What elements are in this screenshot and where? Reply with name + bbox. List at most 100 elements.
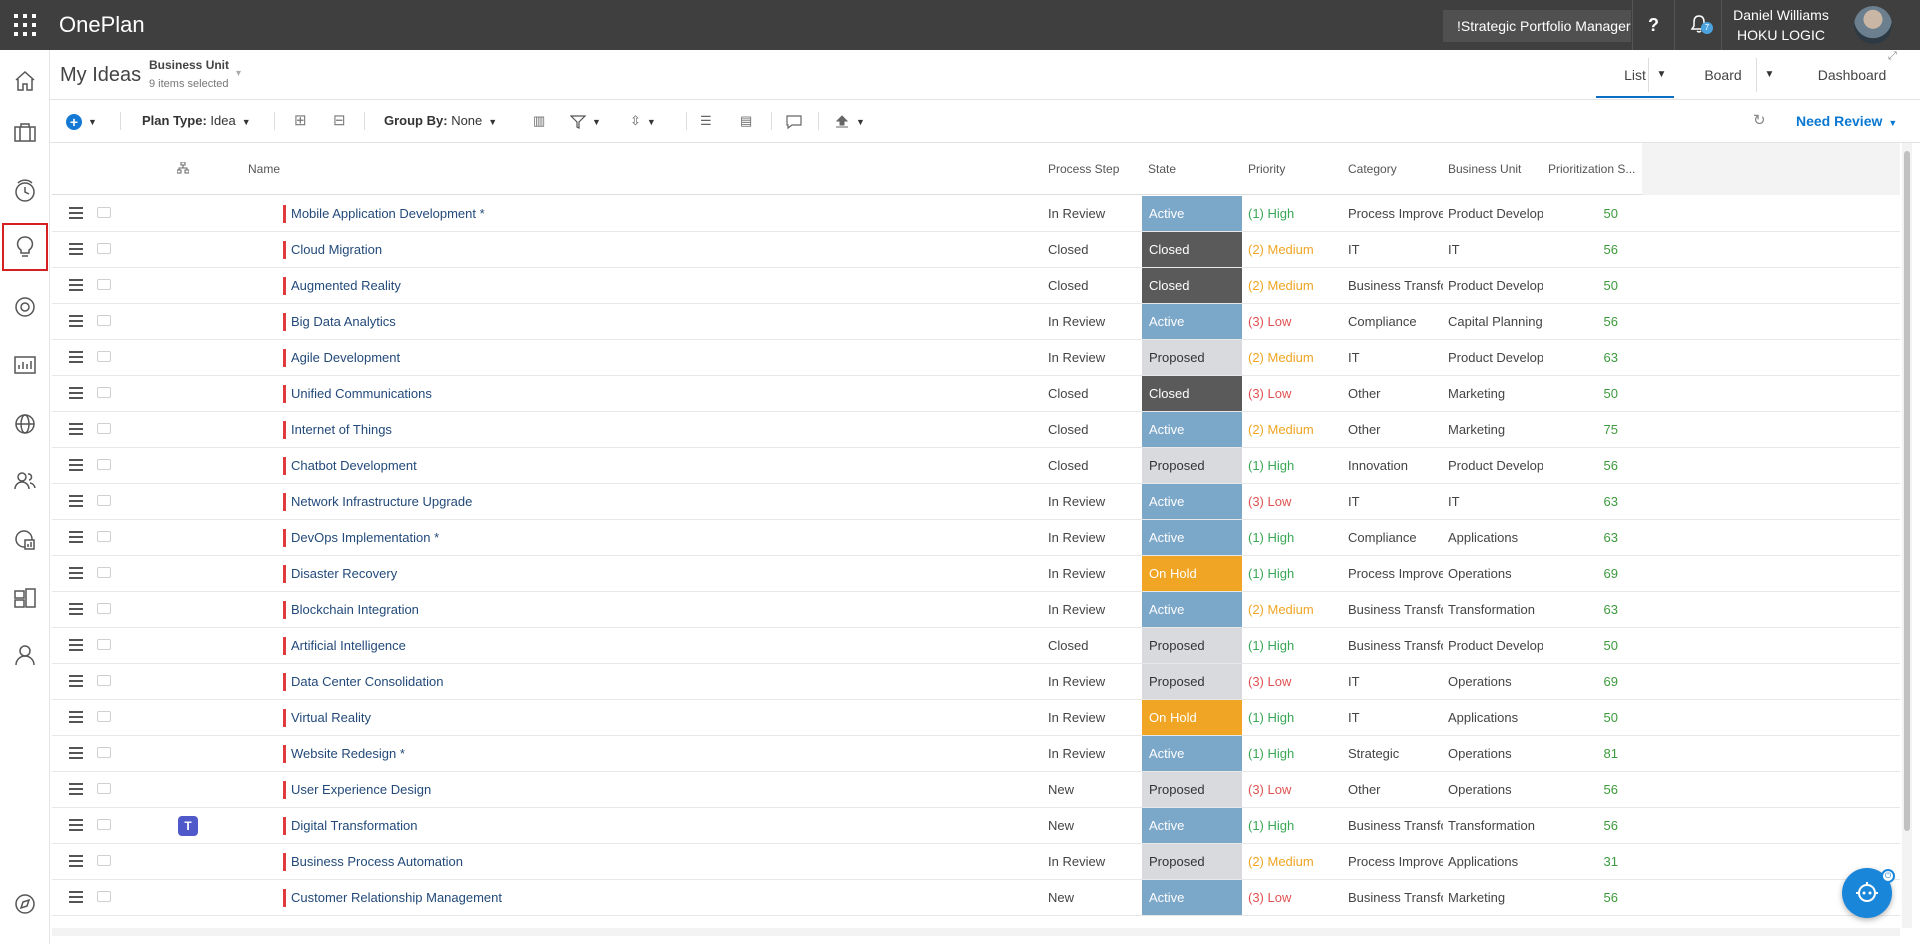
table-row[interactable]: Chatbot Development Closed Proposed (1) Hig…: [52, 448, 1900, 484]
idea-name-link[interactable]: DevOps Implementation *: [283, 520, 1083, 555]
power-icon[interactable]: ⏻: [1881, 869, 1895, 883]
row-menu-icon[interactable]: [69, 639, 83, 651]
nav-ideas[interactable]: [2, 223, 48, 271]
table-row[interactable]: T Digital Transformation New Active (1) High…: [52, 808, 1900, 844]
idea-name-link[interactable]: Big Data Analytics: [283, 304, 1083, 339]
idea-name-link[interactable]: Disaster Recovery: [283, 556, 1083, 591]
row-comment-icon[interactable]: [97, 603, 111, 614]
row-height-button[interactable]: ⇳ ▼: [630, 113, 656, 128]
table-row[interactable]: Business Process Automation In Review Prop…: [52, 844, 1900, 880]
row-comment-icon[interactable]: [97, 423, 111, 434]
notifications-button[interactable]: 7: [1674, 0, 1722, 50]
column-header-process[interactable]: Process Step: [1048, 162, 1120, 176]
hierarchy-icon[interactable]: [176, 161, 190, 177]
table-row[interactable]: Augmented Reality Closed Closed (2) Medium B…: [52, 268, 1900, 304]
business-unit-filter[interactable]: Business Unit: [149, 58, 230, 72]
app-title[interactable]: OnePlan: [59, 12, 145, 37]
app-launcher-icon[interactable]: [14, 14, 36, 36]
table-row[interactable]: Website Redesign * In Review Active (1) Hig…: [52, 736, 1900, 772]
row-menu-icon[interactable]: [69, 351, 83, 363]
row-menu-icon[interactable]: [69, 891, 83, 903]
row-menu-icon[interactable]: [69, 531, 83, 543]
table-row[interactable]: Virtual Reality In Review On Hold (1) High I…: [52, 700, 1900, 736]
row-comment-icon[interactable]: [97, 279, 111, 290]
tab-list[interactable]: List: [1596, 58, 1674, 98]
nav-profile[interactable]: [2, 631, 48, 679]
row-menu-icon[interactable]: [69, 783, 83, 795]
portfolio-selector[interactable]: !Strategic Portfolio Manager: [1443, 10, 1631, 42]
row-comment-icon[interactable]: [97, 531, 111, 542]
idea-name-link[interactable]: Cloud Migration: [283, 232, 1083, 267]
avatar[interactable]: [1854, 6, 1892, 44]
table-row[interactable]: Disaster Recovery In Review On Hold (1) Hig…: [52, 556, 1900, 592]
collapse-all-icon[interactable]: ⊟: [333, 112, 346, 129]
nav-portfolio[interactable]: [2, 108, 48, 156]
column-header-state[interactable]: State: [1148, 162, 1177, 176]
row-comment-icon[interactable]: [97, 495, 111, 506]
refresh-icon[interactable]: ↻: [1753, 112, 1766, 129]
idea-name-link[interactable]: Digital Transformation: [283, 808, 1083, 843]
column-header-business-unit[interactable]: Business Unit: [1448, 162, 1522, 176]
nav-home[interactable]: [2, 57, 48, 105]
business-unit-filter-summary[interactable]: 9 items selected: [149, 78, 229, 90]
row-menu-icon[interactable]: [69, 675, 83, 687]
plan-type-dropdown[interactable]: Plan Type: Idea ▼: [142, 113, 251, 128]
export-button[interactable]: ▼: [834, 108, 865, 134]
column-header-category[interactable]: Category: [1348, 162, 1397, 176]
row-menu-icon[interactable]: [69, 243, 83, 255]
row-comment-icon[interactable]: [97, 207, 111, 218]
help-button[interactable]: ?: [1632, 0, 1674, 50]
idea-name-link[interactable]: Unified Communications: [283, 376, 1083, 411]
idea-name-link[interactable]: Customer Relationship Management: [283, 880, 1083, 915]
column-header-name[interactable]: Name: [248, 162, 281, 176]
horizontal-scrollbar[interactable]: [52, 928, 1900, 936]
idea-name-link[interactable]: Virtual Reality: [283, 700, 1083, 735]
row-comment-icon[interactable]: [97, 855, 111, 866]
row-menu-icon[interactable]: [69, 711, 83, 723]
idea-name-link[interactable]: Internet of Things: [283, 412, 1083, 447]
group-by-dropdown[interactable]: Group By: None ▼: [384, 113, 498, 128]
expand-all-icon[interactable]: ⊞: [294, 112, 307, 129]
vertical-scrollbar[interactable]: [1902, 143, 1912, 928]
row-comment-icon[interactable]: [97, 459, 111, 470]
column-header-priority[interactable]: Priority: [1248, 162, 1286, 176]
table-row[interactable]: Customer Relationship Management New Activ…: [52, 880, 1900, 916]
table-row[interactable]: Cloud Migration Closed Closed (2) Medium IT I…: [52, 232, 1900, 268]
table-row[interactable]: Agile Development In Review Proposed (2) Me…: [52, 340, 1900, 376]
columns-icon[interactable]: ▥: [533, 113, 546, 128]
idea-name-link[interactable]: Mobile Application Development *: [283, 196, 1083, 231]
table-row[interactable]: User Experience Design New Proposed (3) Low…: [52, 772, 1900, 808]
row-comment-icon[interactable]: [97, 639, 111, 650]
idea-name-link[interactable]: Blockchain Integration: [283, 592, 1083, 627]
row-comment-icon[interactable]: [97, 243, 111, 254]
gantt-icon[interactable]: ▤: [740, 113, 753, 128]
nav-resources[interactable]: [2, 457, 48, 505]
idea-name-link[interactable]: Artificial Intelligence: [283, 628, 1083, 663]
comments-button[interactable]: [785, 108, 803, 134]
row-menu-icon[interactable]: [69, 387, 83, 399]
row-menu-icon[interactable]: [69, 819, 83, 831]
tab-dashboard[interactable]: Dashboard: [1817, 67, 1887, 83]
row-menu-icon[interactable]: [69, 855, 83, 867]
table-row[interactable]: Blockchain Integration In Review Active (2)…: [52, 592, 1900, 628]
idea-name-link[interactable]: Agile Development: [283, 340, 1083, 375]
idea-name-link[interactable]: Chatbot Development: [283, 448, 1083, 483]
row-menu-icon[interactable]: [69, 279, 83, 291]
row-menu-icon[interactable]: [69, 567, 83, 579]
row-comment-icon[interactable]: [97, 891, 111, 902]
teams-icon[interactable]: T: [178, 816, 198, 836]
row-menu-icon[interactable]: [69, 603, 83, 615]
table-row[interactable]: Internet of Things Closed Active (2) Medium…: [52, 412, 1900, 448]
idea-name-link[interactable]: Website Redesign *: [283, 736, 1083, 771]
table-row[interactable]: Network Infrastructure Upgrade In Review A…: [52, 484, 1900, 520]
table-row[interactable]: Mobile Application Development * In Revie…: [52, 196, 1900, 232]
filter-button[interactable]: ▼: [569, 108, 601, 134]
nav-reports[interactable]: [2, 341, 48, 389]
row-menu-icon[interactable]: [69, 459, 83, 471]
row-menu-icon[interactable]: [69, 423, 83, 435]
view-selector[interactable]: Need Review ▼: [1796, 113, 1898, 129]
idea-name-link[interactable]: Augmented Reality: [283, 268, 1083, 303]
idea-name-link[interactable]: User Experience Design: [283, 772, 1083, 807]
row-comment-icon[interactable]: [97, 783, 111, 794]
nav-goals[interactable]: [2, 283, 48, 331]
